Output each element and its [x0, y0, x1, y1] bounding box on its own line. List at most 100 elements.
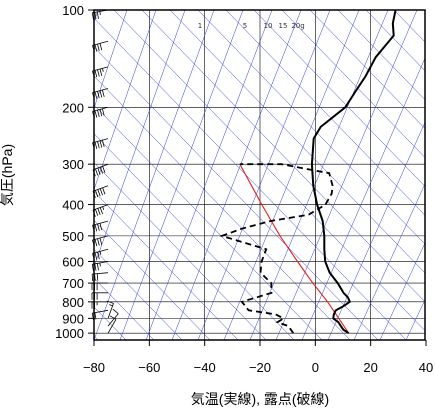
dewpoint-profile: [219, 163, 334, 334]
x-axis-title: 気温(実線), 露点(破線): [191, 391, 329, 407]
wind-barb-flag: [99, 90, 103, 98]
mixing-ratio-line: [94, 10, 128, 109]
dry-adiabat-line: [337, 10, 425, 101]
wind-barb-staff: [92, 88, 109, 93]
mixing-ratio-line: [223, 10, 360, 340]
pressure-tick-label: 800: [62, 295, 84, 310]
wind-barb: [92, 66, 109, 78]
mixing-ratio-line: [94, 10, 186, 268]
wind-barb-flag: [95, 190, 99, 198]
wind-barb-flag: [94, 312, 97, 320]
dry-adiabat-line: [253, 10, 425, 187]
wind-barb-flag: [97, 223, 100, 231]
wind-barb-flag: [99, 188, 103, 196]
wind-barb-staff: [107, 313, 119, 327]
mixing-ratio-line: [275, 10, 418, 340]
dry-adiabat-line: [94, 46, 379, 340]
wind-barb-flag: [99, 251, 102, 255]
wind-barb-flag: [94, 239, 98, 247]
wind-barb-flag: [97, 69, 100, 77]
wind-barb-flag: [102, 89, 105, 97]
dry-adiabat-line: [197, 10, 425, 245]
wind-barb-flag: [102, 166, 106, 173]
pressure-tick-label: 200: [62, 100, 84, 115]
wind-barb-flag: [97, 251, 100, 260]
mixing-ratio-line: [353, 183, 425, 340]
dry-adiabat-line: [141, 10, 425, 303]
wind-barb-flag: [97, 189, 101, 197]
wind-barb-flag: [99, 166, 103, 174]
sounding-profiles: [219, 10, 397, 335]
wind-barb-flag: [97, 141, 100, 149]
wind-barb: [107, 315, 117, 334]
dry-adiabat-line: [281, 10, 425, 158]
wind-barb-staff: [107, 319, 117, 334]
mixing-ratio-label: 15: [279, 22, 288, 30]
wind-barb: [107, 308, 119, 327]
wind-barb-flag: [102, 187, 106, 195]
dry-adiabat-line: [94, 248, 183, 340]
wind-barb-flag: [97, 208, 101, 216]
dry-adiabat-line: [169, 10, 425, 274]
wind-barb-staff: [92, 66, 109, 72]
temperature-tick-labels: −80 −60 −40 −20 0 20 40: [83, 340, 433, 375]
wind-barb: [92, 248, 109, 261]
temperature-tick-label: −20: [249, 360, 271, 375]
mixing-ratio-line: [94, 10, 157, 191]
mixing-ratio-line: [94, 10, 215, 340]
mixing-ratio-line: [327, 121, 425, 340]
wind-barb-flag: [99, 262, 101, 267]
wind-barb-flag: [97, 43, 100, 52]
pressure-tick-label: 100: [62, 3, 84, 18]
wind-barb-flag: [97, 167, 101, 175]
wind-barb-staff: [92, 220, 109, 226]
wind-barb-flag: [91, 274, 94, 282]
wind-barb: [92, 40, 109, 53]
mixing-ratio-line: [197, 10, 331, 340]
wind-barb-flag: [97, 109, 100, 118]
temperature-tick-label: −80: [83, 360, 105, 375]
wind-barb: [91, 261, 109, 272]
mixing-ratio-label: 10: [264, 22, 273, 30]
wind-barb-flag: [94, 91, 98, 99]
wind-barb-flag: [102, 108, 105, 116]
mixing-ratio-label: 20g: [291, 22, 304, 30]
dry-adiabat-line: [94, 104, 323, 340]
wind-barb-flag: [96, 263, 99, 271]
wind-barb-flag: [109, 304, 113, 307]
wind-barb-flag: [99, 237, 103, 245]
pressure-tick-label: 300: [62, 157, 84, 172]
dry-adiabat-line: [94, 133, 295, 340]
wind-barb-flag: [112, 308, 119, 315]
wind-barb-flag: [109, 315, 117, 320]
mixing-ratio-label: 1: [198, 22, 202, 30]
mixing-ratio-label: 5: [243, 22, 247, 30]
pressure-temperature-grid: [94, 10, 425, 340]
dry-adiabat-line: [94, 191, 239, 340]
mixing-ratio-line: [249, 10, 389, 340]
wind-barb-flag: [94, 44, 98, 52]
wind-barb-flag: [99, 109, 103, 117]
wind-barb-flag: [99, 140, 103, 148]
wind-barb-flag: [97, 91, 100, 99]
pressure-tick-label: 700: [62, 276, 84, 291]
wind-barb-flag: [102, 206, 105, 211]
wind-barb-flag: [94, 70, 98, 78]
wind-barb-staff: [92, 235, 109, 241]
wind-barb-flag: [99, 43, 103, 51]
wind-barb: [92, 235, 109, 247]
pressure-tick-label: 600: [62, 254, 84, 269]
mixing-ratio-line: [301, 57, 425, 340]
dry-adiabat-line: [393, 10, 425, 43]
temperature-profile: [310, 10, 397, 335]
parcel-curve: [239, 163, 350, 334]
wind-barb-flag: [96, 11, 99, 19]
temperature-tick-label: −40: [194, 360, 216, 375]
wind-barb-staff: [92, 106, 109, 112]
wind-barb-flag: [95, 209, 99, 216]
wind-barb-flag: [102, 139, 105, 148]
dry-adiabat-line: [113, 10, 425, 332]
wind-barb: [92, 138, 109, 150]
wind-barb-flag: [99, 11, 101, 15]
